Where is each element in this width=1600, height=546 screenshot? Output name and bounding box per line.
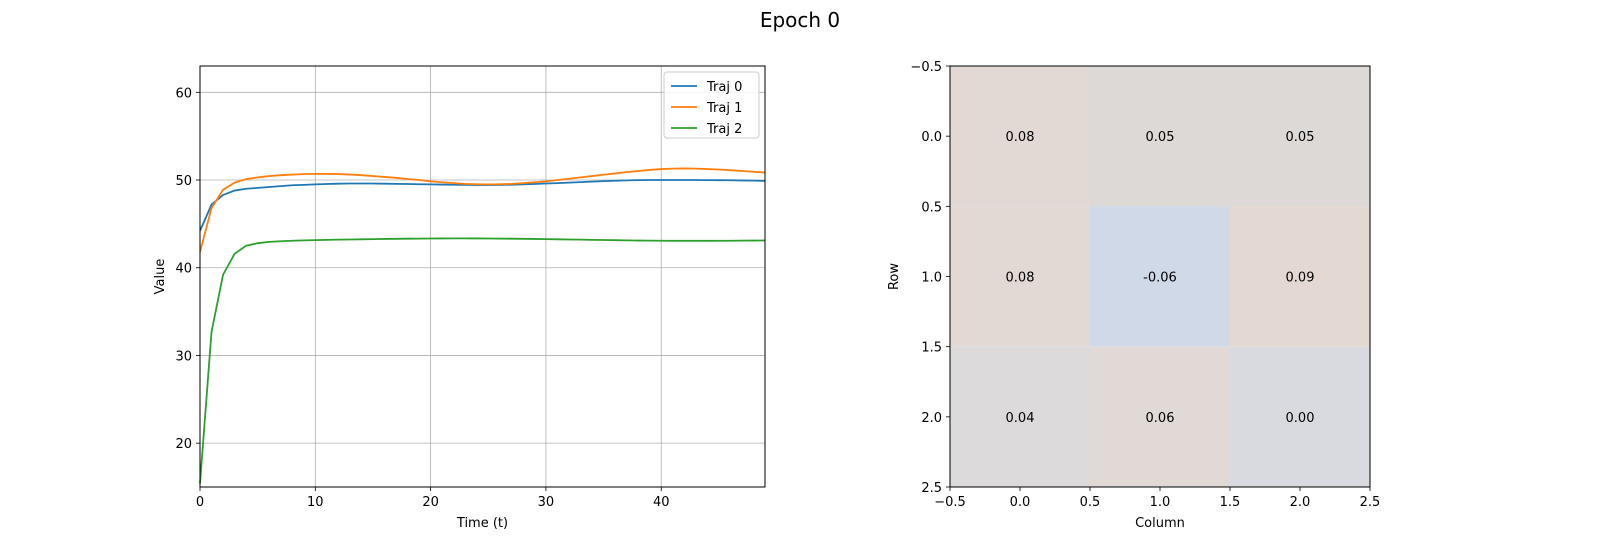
line-chart-legend: Traj 0 Traj 1 Traj 2 (663, 71, 760, 139)
x-tick-label: 40 (653, 495, 670, 510)
line-chart-x-ticks: 0 10 20 30 40 (196, 487, 670, 510)
legend-label-traj-0: Traj 0 (706, 80, 742, 95)
heatmap-cell-value: 0.08 (1006, 271, 1035, 286)
y-tick-label: 0.0 (921, 130, 942, 145)
heatmap-cell-value: -0.06 (1143, 271, 1177, 286)
y-tick-label: 2.5 (921, 481, 942, 496)
y-tick-label: 2.0 (921, 411, 942, 426)
heatmap-cell (1230, 346, 1370, 487)
y-tick-label: 30 (175, 349, 192, 364)
legend-label-traj-1: Traj 1 (706, 101, 742, 116)
x-tick-label: 1.0 (1150, 495, 1171, 510)
x-tick-label: 0.0 (1010, 495, 1031, 510)
heatmap-cells: 0.08 0.05 0.05 0.08 -0.06 0.09 0.04 0.06 0.00 (950, 66, 1370, 487)
heatmap-cell-value: 0.08 (1006, 130, 1035, 145)
heatmap-x-ticks: −0.5 0.0 0.5 1.0 1.5 2.0 2.5 (934, 487, 1380, 510)
y-tick-label: 1.5 (921, 341, 942, 356)
line-chart-series (199, 167, 766, 484)
x-tick-label: 10 (307, 495, 324, 510)
heatmap-cell (950, 206, 1090, 347)
y-tick-label: 50 (175, 174, 192, 189)
figure-title: Epoch 0 (760, 8, 840, 32)
y-tick-label: 0.5 (921, 200, 942, 215)
heatmap-cell-value: 0.05 (1146, 130, 1175, 145)
heatmap-cell-value: 0.04 (1006, 411, 1035, 426)
heatmap-cell-value: 0.05 (1286, 130, 1315, 145)
y-tick-label: −0.5 (910, 60, 942, 75)
legend-label-traj-2: Traj 2 (706, 122, 742, 137)
x-tick-label: 20 (422, 495, 439, 510)
heatmap-cell-value: 0.06 (1146, 411, 1175, 426)
line-chart-y-axis-label: Value (153, 259, 168, 295)
heatmap-cell (1090, 66, 1230, 207)
heatmap-y-ticks: −0.5 0.0 0.5 1.0 1.5 2.0 2.5 (910, 60, 950, 496)
line-chart-frame (199, 65, 766, 488)
x-tick-label: 1.5 (1220, 495, 1241, 510)
heatmap-cell (1090, 346, 1230, 487)
heatmap-cell-value: 0.09 (1286, 271, 1315, 286)
legend-box (663, 71, 760, 139)
line-chart-y-ticks: 20 30 40 50 60 (175, 86, 200, 452)
x-tick-label: 0 (196, 495, 204, 510)
heatmap-y-axis-label: Row (887, 263, 902, 290)
heatmap-cell (950, 346, 1090, 487)
heatmap-chart: 0.08 0.05 0.05 0.08 -0.06 0.09 0.04 0.06 0.00 −0… (887, 60, 1380, 531)
heatmap-cell (950, 66, 1090, 207)
y-tick-label: 60 (175, 86, 192, 101)
series-line-traj-1 (199, 167, 766, 253)
x-tick-label: 30 (538, 495, 555, 510)
x-tick-label: 2.5 (1360, 495, 1381, 510)
heatmap-cell (1230, 66, 1370, 207)
y-tick-label: 1.0 (921, 271, 942, 286)
y-tick-label: 20 (175, 437, 192, 452)
x-tick-label: −0.5 (934, 495, 966, 510)
series-line-traj-0 (199, 179, 766, 232)
y-tick-label: 40 (175, 262, 192, 277)
line-chart-x-axis-label: Time (t) (456, 516, 508, 531)
series-line-traj-2 (199, 237, 766, 484)
x-tick-label: 2.0 (1290, 495, 1311, 510)
x-tick-label: 0.5 (1080, 495, 1101, 510)
heatmap-cell-value: 0.00 (1286, 411, 1315, 426)
line-chart: 0 10 20 30 40 20 30 40 50 60 Time (t) Value Traj… (153, 65, 766, 531)
heatmap-x-axis-label: Column (1135, 516, 1185, 531)
heatmap-cell (1230, 206, 1370, 347)
heatmap-cell (1090, 206, 1230, 347)
